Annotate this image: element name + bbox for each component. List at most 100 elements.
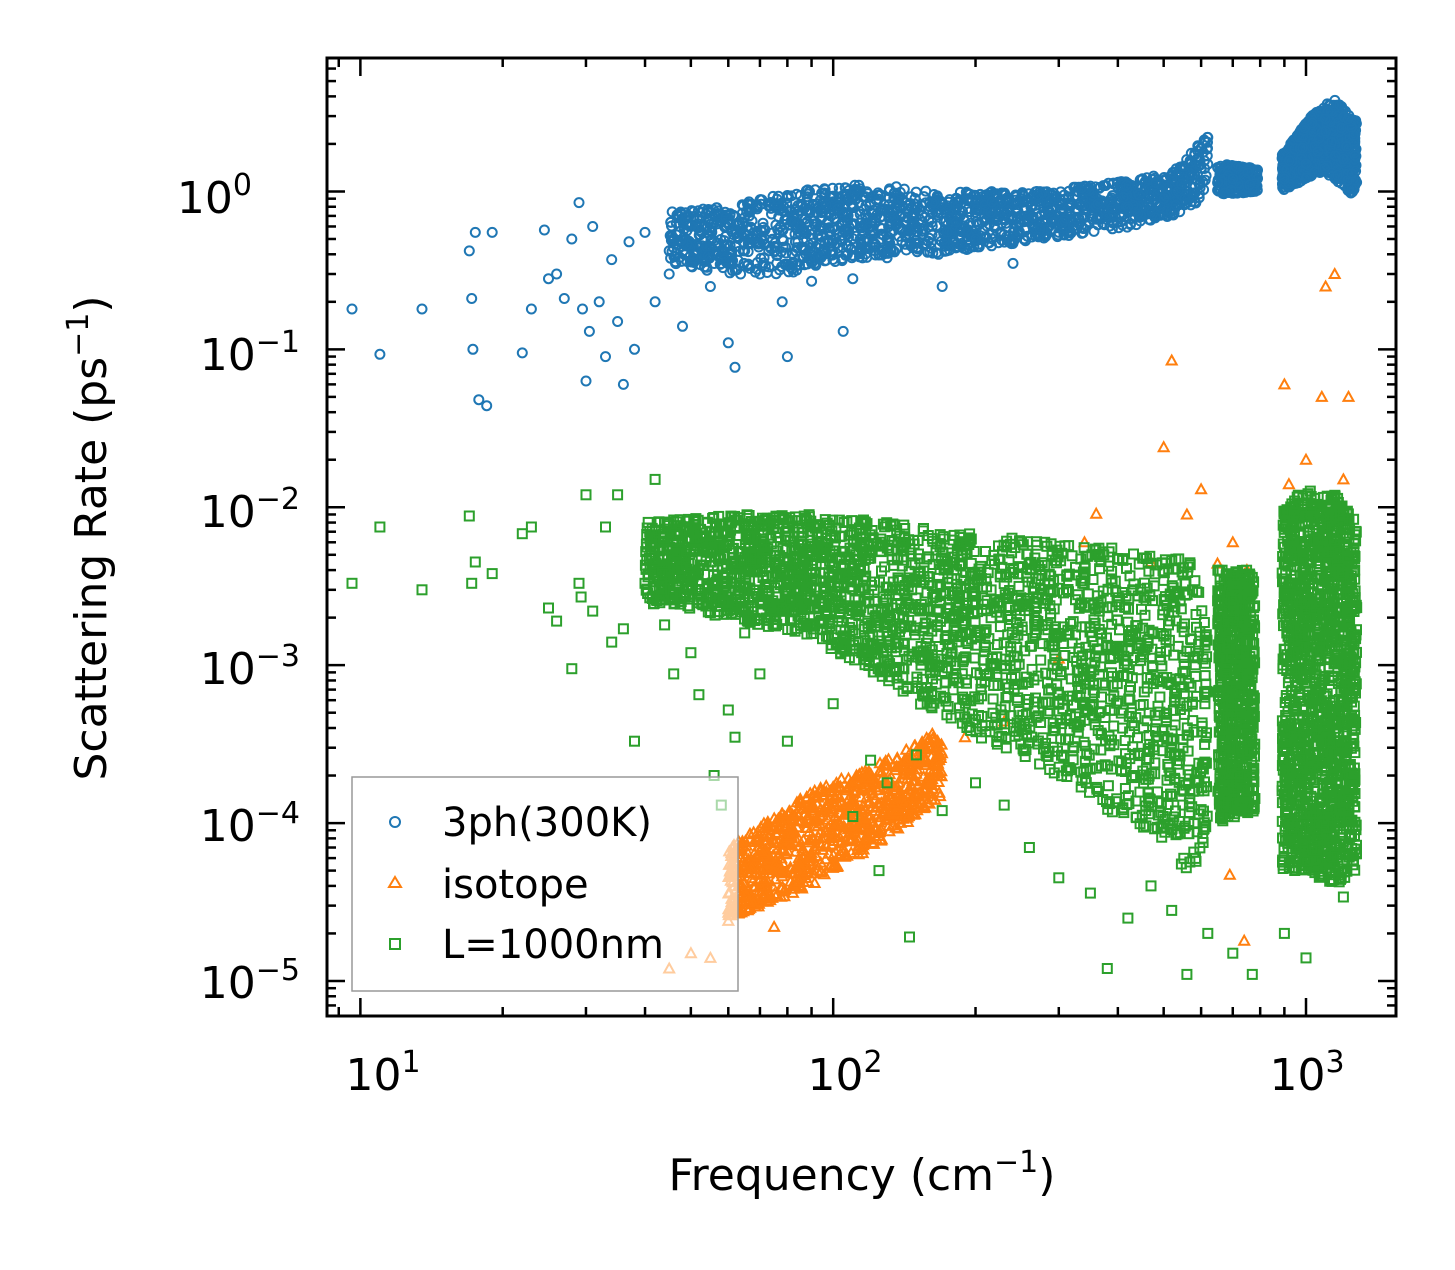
series-0-marker bbox=[736, 207, 748, 219]
series-0-marker bbox=[416, 303, 428, 315]
series-0-marker bbox=[1107, 178, 1119, 190]
series-0-marker bbox=[722, 337, 734, 349]
series-0-marker bbox=[912, 243, 924, 255]
series-0-marker bbox=[847, 273, 859, 285]
series-0-marker bbox=[676, 234, 687, 246]
series-0-marker bbox=[814, 213, 826, 225]
series-0-marker bbox=[580, 375, 592, 387]
series-0-marker bbox=[1011, 197, 1022, 209]
series-0-marker bbox=[1132, 208, 1144, 219]
series-0-marker bbox=[692, 222, 704, 234]
series-0-marker bbox=[1078, 223, 1090, 234]
series-0-marker bbox=[710, 249, 722, 261]
series-0-marker bbox=[773, 211, 785, 223]
series-0-marker bbox=[883, 199, 895, 211]
series-0-marker bbox=[802, 188, 814, 200]
series-0-marker bbox=[729, 264, 741, 276]
series-0-marker bbox=[891, 219, 903, 231]
series-0-marker bbox=[723, 219, 735, 231]
series-0-marker bbox=[1070, 213, 1082, 225]
series-0-marker bbox=[688, 249, 700, 261]
series-0-marker bbox=[704, 281, 716, 292]
series-0-marker bbox=[1197, 146, 1209, 158]
series-0-marker bbox=[917, 223, 929, 235]
series-0-marker bbox=[833, 182, 845, 194]
series-0-marker bbox=[1175, 178, 1187, 190]
series-0-marker bbox=[1115, 216, 1127, 228]
series-0-marker bbox=[617, 378, 629, 390]
series-0-marker bbox=[724, 267, 736, 279]
series-0-marker bbox=[769, 245, 781, 257]
series-1-marker bbox=[1165, 353, 1179, 366]
series-0-marker bbox=[932, 209, 944, 221]
series-0-marker bbox=[881, 242, 893, 254]
series-1-marker bbox=[1341, 389, 1356, 402]
series-0-marker bbox=[1148, 170, 1160, 182]
series-0-marker bbox=[952, 201, 963, 212]
series-0-marker bbox=[927, 247, 939, 259]
series-2-marker bbox=[1154, 691, 1166, 703]
series-0-marker bbox=[818, 196, 830, 208]
series-2-marker bbox=[1000, 742, 1012, 754]
series-0-marker bbox=[623, 236, 635, 248]
series-0-marker bbox=[973, 219, 985, 231]
series-1-marker bbox=[1282, 477, 1296, 490]
series-0-marker bbox=[1105, 196, 1117, 208]
series-0-marker bbox=[606, 254, 618, 266]
series-0-marker bbox=[848, 210, 860, 222]
series-0-marker bbox=[1020, 202, 1032, 214]
series-0-marker bbox=[756, 235, 768, 247]
series-0-marker bbox=[845, 198, 857, 210]
series-0-marker bbox=[1009, 223, 1021, 235]
series-0-marker bbox=[751, 203, 763, 215]
series-0-marker bbox=[848, 250, 860, 262]
series-0-marker bbox=[786, 263, 798, 275]
series-0-marker bbox=[985, 206, 997, 218]
series-0-marker bbox=[1032, 189, 1044, 201]
series-0-marker bbox=[1140, 209, 1152, 220]
series-0-marker bbox=[837, 325, 849, 337]
series-0-marker bbox=[832, 203, 844, 215]
series-0-marker bbox=[859, 191, 871, 203]
series-1-marker bbox=[958, 730, 972, 743]
series-0-marker bbox=[696, 240, 708, 252]
series-0-marker bbox=[629, 343, 640, 355]
series-0-marker bbox=[1063, 197, 1075, 209]
series-0-marker bbox=[767, 234, 779, 246]
series-0-marker bbox=[894, 186, 906, 198]
series-0-marker bbox=[866, 230, 878, 242]
series-0-marker bbox=[763, 245, 775, 257]
series-0-marker bbox=[918, 191, 930, 203]
series-0-marker bbox=[1150, 177, 1162, 189]
series-2-marker bbox=[1128, 548, 1139, 560]
series-0-marker bbox=[777, 235, 789, 247]
series-0-marker bbox=[819, 255, 831, 267]
series-0-marker bbox=[941, 226, 953, 238]
series-0-marker bbox=[1092, 198, 1104, 210]
series-0-marker bbox=[971, 204, 983, 216]
series-0-marker bbox=[797, 241, 809, 253]
series-0-marker bbox=[896, 193, 908, 205]
series-0-marker bbox=[1057, 217, 1069, 229]
series-0-marker bbox=[1242, 167, 1254, 179]
series-0-marker bbox=[954, 195, 966, 207]
series-0-marker bbox=[666, 231, 678, 243]
series-1-marker bbox=[1089, 506, 1103, 519]
series-2-marker bbox=[987, 693, 999, 705]
series-0-marker bbox=[1225, 184, 1237, 196]
series-0-marker bbox=[892, 221, 904, 233]
series-0-marker bbox=[882, 246, 894, 258]
series-0-marker bbox=[755, 252, 767, 264]
series-0-marker bbox=[1179, 193, 1191, 205]
series-0-marker bbox=[872, 187, 884, 199]
series-0-marker bbox=[587, 221, 599, 232]
series-0-marker bbox=[1200, 170, 1212, 182]
series-0-marker bbox=[719, 206, 731, 218]
series-0-marker bbox=[950, 216, 962, 228]
series-0-marker bbox=[875, 189, 887, 201]
series-0-marker bbox=[961, 193, 973, 205]
series-0-marker bbox=[820, 199, 832, 210]
series-0-marker bbox=[919, 211, 931, 223]
series-0-marker bbox=[663, 268, 675, 280]
series-0-marker bbox=[538, 224, 550, 236]
